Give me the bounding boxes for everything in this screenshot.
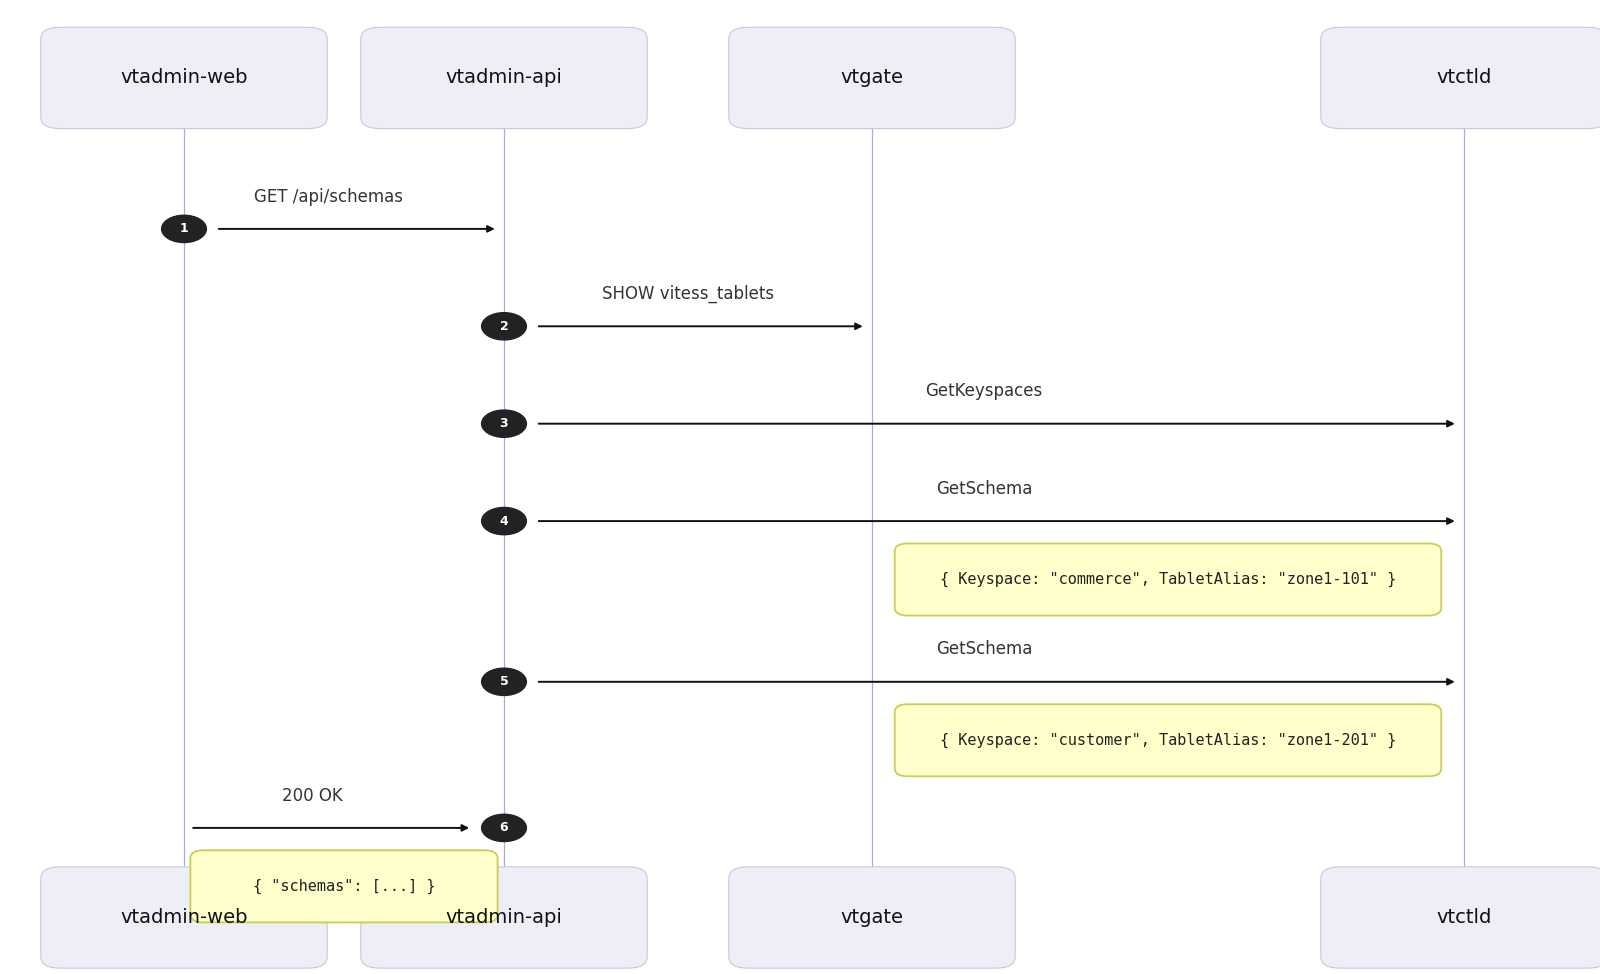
Text: 1: 1: [179, 222, 189, 236]
Text: vtgate: vtgate: [840, 908, 904, 927]
Text: GetKeyspaces: GetKeyspaces: [925, 383, 1043, 400]
FancyBboxPatch shape: [1322, 867, 1600, 968]
Text: vtadmin-api: vtadmin-api: [445, 68, 563, 88]
FancyBboxPatch shape: [894, 704, 1442, 776]
Text: { Keyspace: "commerce", TabletAlias: "zone1-101" }: { Keyspace: "commerce", TabletAlias: "zo…: [939, 572, 1397, 587]
Circle shape: [482, 507, 526, 535]
FancyBboxPatch shape: [190, 850, 498, 922]
Text: GetSchema: GetSchema: [936, 641, 1032, 658]
FancyBboxPatch shape: [42, 867, 326, 968]
Circle shape: [162, 215, 206, 243]
Text: { Keyspace: "customer", TabletAlias: "zone1-201" }: { Keyspace: "customer", TabletAlias: "zo…: [939, 732, 1397, 748]
Text: 5: 5: [499, 675, 509, 689]
Text: vtadmin-api: vtadmin-api: [445, 908, 563, 927]
Text: vtctld: vtctld: [1437, 68, 1491, 88]
Text: 4: 4: [499, 514, 509, 528]
Text: vtgate: vtgate: [840, 68, 904, 88]
Text: GET /api/schemas: GET /api/schemas: [253, 188, 403, 206]
Circle shape: [482, 668, 526, 695]
Circle shape: [482, 313, 526, 340]
Text: 6: 6: [499, 821, 509, 835]
Circle shape: [482, 814, 526, 842]
Text: 3: 3: [499, 417, 509, 431]
FancyBboxPatch shape: [42, 27, 326, 129]
Text: vtadmin-web: vtadmin-web: [120, 908, 248, 927]
Text: 2: 2: [499, 319, 509, 333]
FancyBboxPatch shape: [360, 27, 646, 129]
Text: GetSchema: GetSchema: [936, 480, 1032, 498]
FancyBboxPatch shape: [894, 543, 1442, 616]
Text: { "schemas": [...] }: { "schemas": [...] }: [253, 879, 435, 894]
FancyBboxPatch shape: [730, 27, 1016, 129]
FancyBboxPatch shape: [1322, 27, 1600, 129]
Text: 200 OK: 200 OK: [282, 787, 342, 805]
Text: SHOW vitess_tablets: SHOW vitess_tablets: [602, 284, 774, 303]
Text: vtctld: vtctld: [1437, 908, 1491, 927]
FancyBboxPatch shape: [360, 867, 646, 968]
FancyBboxPatch shape: [730, 867, 1016, 968]
Circle shape: [482, 410, 526, 437]
Text: vtadmin-web: vtadmin-web: [120, 68, 248, 88]
